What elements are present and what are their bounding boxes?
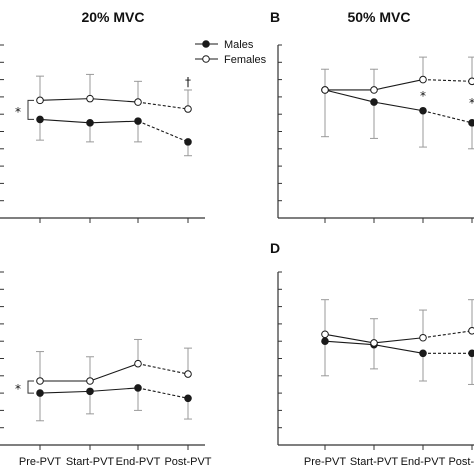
- filled-circle-point: [321, 337, 329, 346]
- series-line-segment: [422, 330, 473, 339]
- filled-circle-point: [36, 389, 44, 397]
- series-line-segment: [137, 387, 189, 399]
- open-circle-point: [468, 327, 474, 335]
- open-circle-point: [370, 86, 378, 94]
- series-line-segment: [39, 390, 91, 394]
- open-circle-point: [419, 333, 427, 342]
- filled-circle-point: [419, 106, 427, 115]
- series-line-segment: [324, 333, 375, 344]
- open-circle-point: [419, 75, 427, 84]
- series-females: [36, 73, 192, 113]
- series-females: [321, 56, 474, 94]
- series-females: [321, 299, 474, 347]
- x-tick-label: End-PVT: [116, 456, 161, 468]
- filled-circle-point: [184, 138, 192, 146]
- significance-mark: *: [420, 89, 426, 103]
- open-circle-point: [134, 359, 142, 368]
- panel-label: D: [270, 240, 280, 256]
- filled-circle-point: [468, 349, 474, 358]
- series-males: [36, 115, 192, 157]
- legend-open-circle: [202, 55, 210, 63]
- series-males: [321, 337, 474, 385]
- x-tick-label: End-PVT: [401, 456, 446, 468]
- significance-mark: *: [15, 105, 21, 119]
- series-line-segment: [422, 110, 473, 124]
- series-line-segment: [373, 79, 424, 91]
- series-line-segment: [89, 387, 139, 392]
- panel-b: 50% MVC B * *: [270, 9, 474, 223]
- filled-circle-point: [184, 394, 192, 403]
- x-tick-label: Pre-PVT: [19, 456, 61, 468]
- series-females: [36, 338, 192, 385]
- significance-bracket: [27, 99, 34, 120]
- open-circle-point: [321, 86, 329, 94]
- filled-circle-point: [370, 98, 378, 106]
- x-tick-label: Post-PVT: [164, 456, 211, 468]
- legend-label: Males: [224, 39, 254, 51]
- x-tick-label: Start-PVT: [66, 456, 115, 468]
- x-tick-label: Post-PVT: [448, 456, 474, 468]
- x-tick-label: Pre-PVT: [304, 456, 346, 468]
- series-line-segment: [324, 89, 375, 103]
- filled-circle-point: [36, 115, 44, 124]
- open-circle-point: [184, 105, 192, 113]
- significance-bracket: [27, 380, 34, 394]
- open-circle-point: [370, 339, 378, 347]
- legend: Males Females: [195, 39, 267, 66]
- filled-circle-point: [468, 119, 474, 127]
- filled-circle-point: [419, 349, 427, 358]
- series-males: [36, 384, 192, 422]
- series-line-segment: [422, 79, 473, 82]
- open-circle-point: [36, 96, 44, 105]
- legend-label: Females: [224, 54, 267, 66]
- open-circle-point: [36, 377, 44, 385]
- panel-a: 20% MVC Males Females * †: [0, 9, 267, 223]
- series-line-segment: [373, 344, 424, 354]
- open-circle-point: [321, 330, 329, 339]
- series-line-segment: [137, 101, 189, 110]
- series-line-segment: [89, 120, 139, 124]
- panel-title: 20% MVC: [81, 9, 144, 25]
- filled-circle-point: [134, 117, 142, 125]
- series-line-segment: [89, 98, 139, 103]
- series-line-segment: [39, 118, 91, 124]
- open-circle-point: [134, 98, 142, 106]
- panel-c: Pre-PVT Start-PVT End-PVT Post-PVT *: [0, 271, 212, 468]
- x-tick-label: Start-PVT: [350, 456, 399, 468]
- series-males: [321, 86, 474, 150]
- open-circle-point: [86, 377, 94, 385]
- legend-filled-circle: [202, 40, 210, 48]
- series-line-segment: [324, 340, 375, 346]
- filled-circle-point: [86, 119, 94, 127]
- significance-mark: †: [185, 75, 191, 89]
- filled-circle-point: [134, 384, 142, 392]
- series-line-segment: [137, 363, 189, 375]
- panel-title: 50% MVC: [347, 9, 410, 25]
- filled-circle-point: [86, 387, 94, 396]
- panel-label: B: [270, 9, 280, 25]
- open-circle-point: [184, 370, 192, 378]
- series-line-segment: [137, 120, 189, 143]
- series-line-segment: [373, 101, 424, 112]
- open-circle-point: [86, 94, 94, 103]
- series-line-segment: [39, 98, 91, 101]
- open-circle-point: [468, 77, 474, 86]
- significance-mark: *: [469, 96, 474, 110]
- series-line-segment: [89, 363, 139, 382]
- series-line-segment: [373, 337, 424, 344]
- significance-mark: *: [15, 382, 21, 396]
